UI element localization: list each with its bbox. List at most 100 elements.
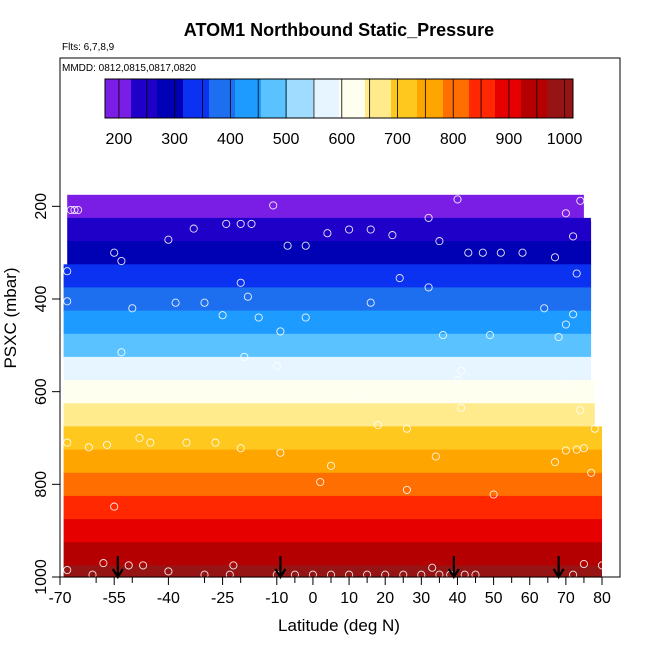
observation-point [301, 313, 310, 322]
observation-point [316, 477, 325, 487]
observation-point [485, 331, 495, 340]
observation-point [236, 444, 245, 453]
observation-point [460, 570, 469, 579]
observation-point [326, 461, 336, 470]
colorbar-swatch [313, 79, 340, 118]
colorbar-swatch [339, 79, 366, 118]
observation-point [247, 219, 256, 228]
observation-point [558, 381, 567, 390]
observation-point [424, 213, 433, 222]
observation-point [254, 313, 263, 322]
colorbar-swatch [131, 79, 158, 118]
observation-point [139, 561, 148, 570]
observation-point [211, 438, 220, 447]
colorbar-swatch [365, 79, 392, 118]
observation-point [550, 458, 560, 467]
observation-point [269, 201, 278, 210]
heatmap-band [63, 519, 603, 543]
observation-point [218, 311, 227, 320]
colorbar-swatch [417, 79, 444, 118]
x-tick-label: -10 [265, 590, 288, 607]
colorbar-border [104, 78, 574, 119]
y-axis-label: PSXC (mbar) [1, 267, 20, 368]
observation-point [164, 235, 173, 244]
x-tick-label: 60 [521, 590, 539, 607]
observation-point [63, 297, 72, 306]
heatmap-band [63, 310, 592, 335]
observation-point [117, 256, 126, 266]
x-tick-label: 40 [449, 590, 467, 607]
observation-point [63, 267, 72, 276]
observation-point [301, 241, 310, 250]
colorbar-tick-label: 700 [384, 131, 411, 148]
observation-point [597, 561, 607, 570]
colorbar-swatch [235, 79, 262, 118]
observation-point [124, 561, 133, 570]
colorbar-tick-label: 600 [328, 131, 355, 148]
heatmap-band [67, 194, 584, 219]
observation-point [225, 570, 234, 579]
colorbar-tick-label: 900 [496, 131, 523, 148]
colorbar-swatch [105, 79, 132, 118]
observation-point [63, 438, 72, 447]
observation-point [283, 241, 292, 250]
colorbar-tick-label: 400 [217, 131, 244, 148]
heatmap-band [67, 241, 592, 265]
observation-point [457, 366, 466, 375]
x-axis: -70 -55 -40 -25 -10 0 10 20 30 40 50 60 70 80 [48, 576, 611, 607]
observation-point [366, 298, 375, 307]
observation-point [561, 446, 570, 455]
heatmap-band [63, 287, 592, 312]
heatmap-band [63, 264, 592, 289]
observation-point [236, 219, 245, 228]
observation-point [587, 468, 596, 477]
observation-point [63, 565, 72, 575]
observation-point [453, 376, 462, 385]
x-axis-label: Latitude (deg N) [278, 616, 400, 635]
observation-point [99, 559, 108, 568]
observation-point [435, 237, 444, 246]
observation-point [438, 331, 448, 340]
observation-point [117, 348, 126, 357]
observation-point [276, 327, 285, 336]
observation-point [540, 304, 549, 313]
heatmap-band [63, 472, 603, 497]
observation-point [579, 444, 588, 453]
colorbar-tick-label: 500 [273, 131, 300, 148]
y-tick-label: 800 [33, 471, 50, 498]
observation-point [569, 310, 578, 319]
observation-point [424, 283, 433, 292]
observation-point [518, 248, 527, 257]
observation-point [489, 490, 498, 499]
heatmap-band [63, 542, 603, 567]
observation-point [590, 215, 599, 224]
x-tick-label: -55 [103, 590, 126, 607]
observation-point [569, 570, 578, 579]
observation-point [373, 420, 383, 430]
observation-point [182, 438, 191, 447]
colorbar-swatch [443, 79, 470, 118]
observation-point [236, 278, 245, 287]
observation-point [171, 298, 180, 307]
heatmap-band [63, 403, 595, 428]
observation-point [576, 406, 585, 415]
observation-point [222, 219, 231, 228]
heatmap-band [63, 333, 592, 358]
observation-point [135, 433, 144, 443]
observation-point [561, 209, 570, 218]
dates-label: MMDD: 0812,0815,0817,0820 [62, 63, 196, 74]
x-tick-label: 30 [412, 590, 430, 607]
y-tick-label: 400 [33, 286, 50, 313]
x-tick-label: -40 [157, 590, 180, 607]
observation-point [478, 248, 487, 257]
observation-point [402, 485, 411, 494]
observation-point [395, 274, 404, 283]
observation-point [229, 561, 238, 570]
colorbar-swatch [157, 79, 184, 118]
observation-point [243, 292, 252, 301]
observation-point [189, 224, 198, 233]
colorbar-tick-label: 300 [161, 131, 188, 148]
observation-point [428, 563, 437, 572]
observation-point [146, 438, 155, 447]
